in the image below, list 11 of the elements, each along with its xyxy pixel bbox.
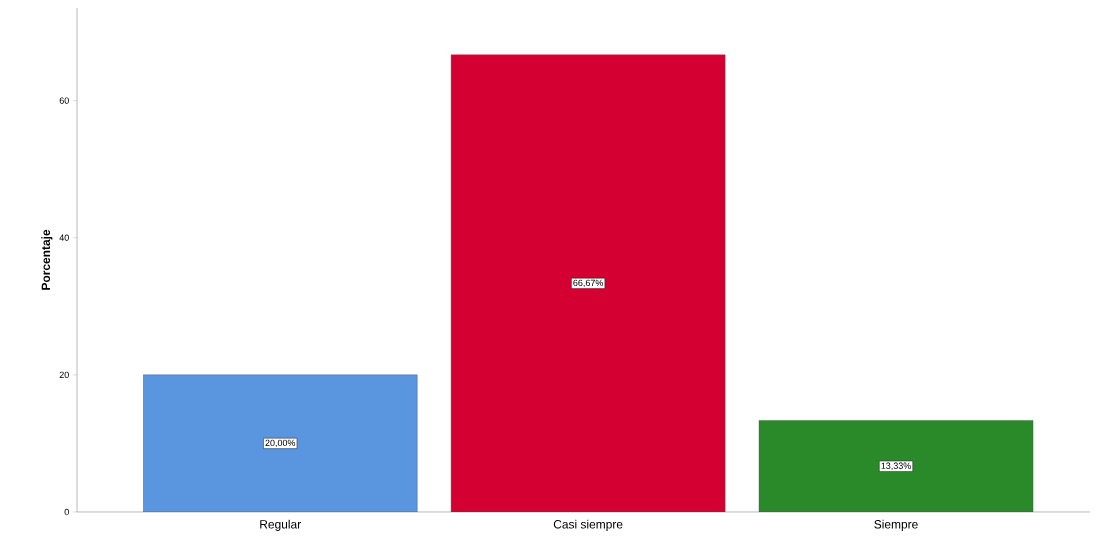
y-tick-label: 20	[59, 371, 69, 379]
data-label: 13,33%	[881, 462, 911, 470]
y-tick-label: 0	[64, 508, 69, 516]
data-label: 20,00%	[265, 439, 296, 448]
x-tick-label: Regular	[260, 519, 301, 531]
y-axis-title: Porcentaje	[41, 229, 53, 290]
y-tick-label: 40	[59, 234, 69, 241]
y-tick-label: 60	[59, 97, 69, 104]
data-label: 66,67%	[573, 279, 603, 288]
x-tick-label: Casi siempre	[553, 519, 623, 531]
x-tick-label: Siempre	[874, 519, 918, 531]
